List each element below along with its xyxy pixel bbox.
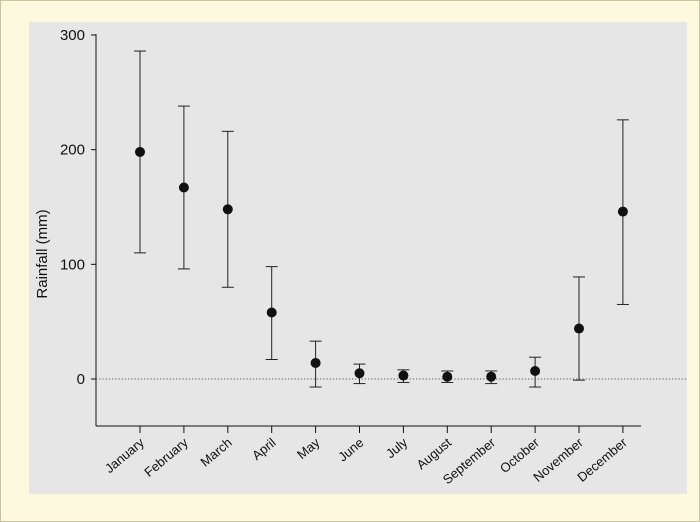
data-point-july bbox=[398, 370, 409, 381]
data-point-october bbox=[530, 365, 541, 376]
data-point-august bbox=[442, 371, 453, 382]
data-point-april bbox=[266, 307, 277, 318]
y-tick-label: 0 bbox=[77, 371, 85, 388]
y-tick-labels: 0 100 200 300 bbox=[60, 27, 85, 388]
data-point-march bbox=[222, 204, 233, 215]
plot-area bbox=[29, 22, 687, 494]
axes bbox=[91, 34, 641, 433]
data-point-december bbox=[617, 206, 628, 217]
data-point-september bbox=[486, 371, 497, 382]
y-tick-label: 100 bbox=[60, 256, 85, 273]
data-points bbox=[135, 146, 628, 382]
y-axis-title: Rainfall (mm) bbox=[34, 209, 51, 298]
data-point-february bbox=[178, 182, 189, 193]
data-point-january bbox=[135, 146, 145, 157]
data-point-may bbox=[310, 357, 321, 368]
y-tick-label: 200 bbox=[60, 142, 85, 159]
y-tick-label: 300 bbox=[60, 27, 85, 44]
data-point-june bbox=[354, 368, 365, 379]
data-point-november bbox=[574, 323, 584, 334]
